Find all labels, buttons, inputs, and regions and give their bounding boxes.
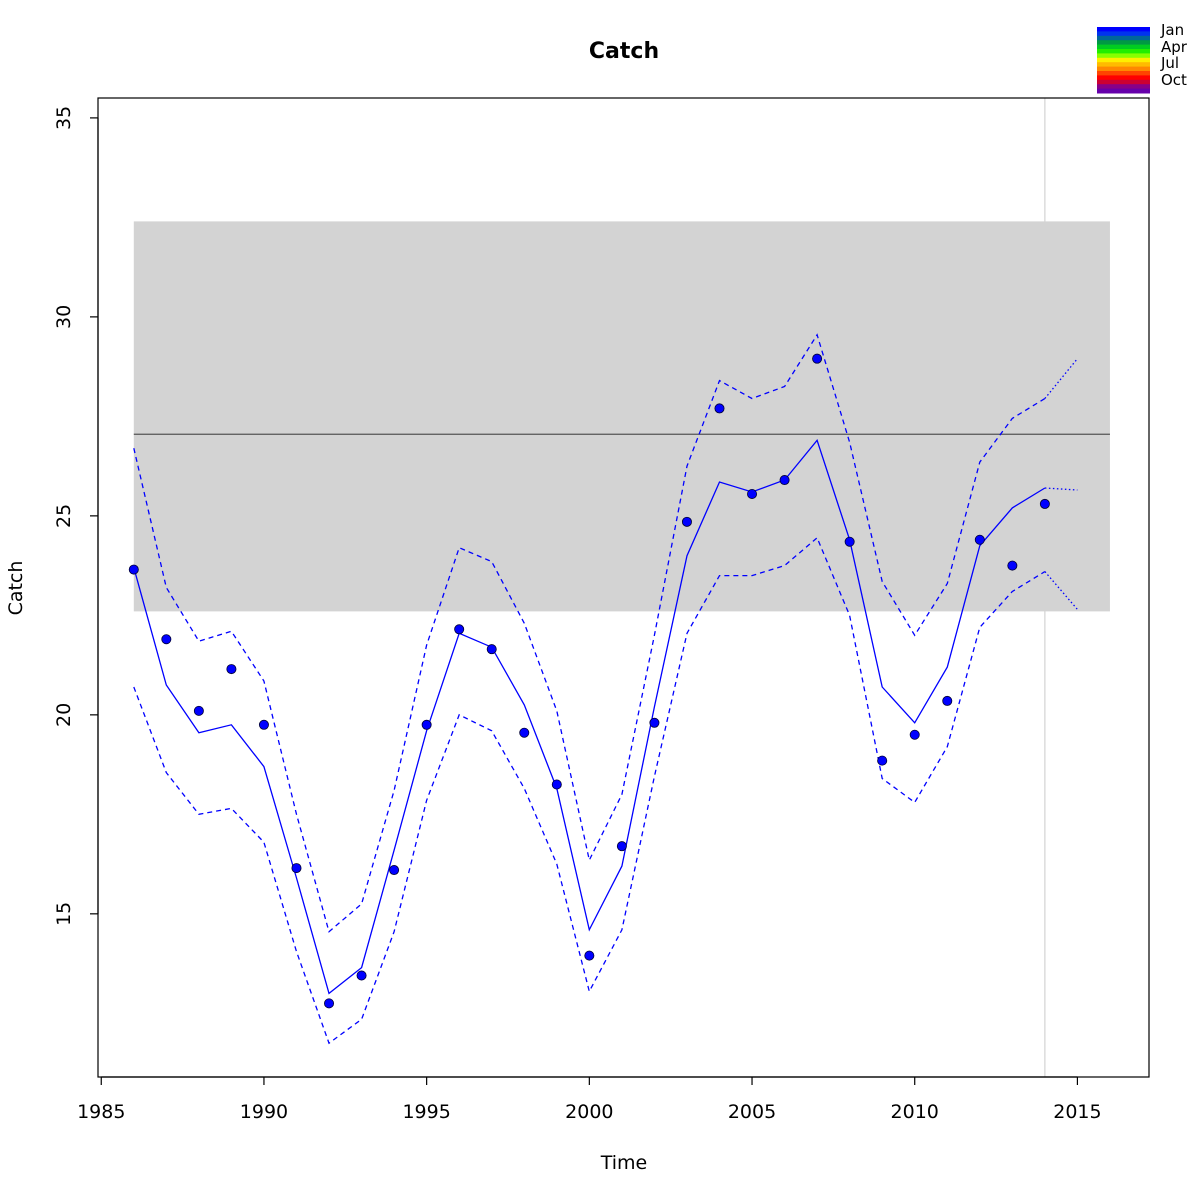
legend-color-band: [1097, 53, 1150, 59]
series-fitted: [133, 438, 1046, 995]
data-point: [356, 970, 367, 981]
data-point: [128, 564, 139, 575]
data-point: [519, 727, 530, 738]
data-point: [486, 644, 497, 655]
legend-color-band: [1097, 57, 1150, 63]
legend-color-band: [1097, 31, 1150, 37]
legend-color-band: [1097, 27, 1150, 32]
data-point: [551, 779, 562, 790]
x-tick-label: 2005: [728, 1101, 776, 1123]
data-point: [877, 755, 888, 766]
series-upper: [133, 333, 1046, 933]
legend-label: Jul: [1160, 54, 1179, 72]
data-point: [324, 998, 335, 1009]
legend-color-band: [1097, 35, 1150, 41]
legend-color-band: [1097, 79, 1150, 85]
legend-color-band: [1097, 84, 1150, 90]
x-tick-label: 2015: [1053, 1101, 1101, 1123]
series-forecast-lower: [1044, 571, 1078, 610]
data-point: [844, 536, 855, 547]
reference-band: [133, 221, 1110, 612]
y-axis-label: Catch: [5, 561, 27, 616]
data-point: [909, 729, 920, 740]
data-point: [1039, 498, 1050, 509]
legend-label: Jan: [1160, 21, 1184, 39]
data-point: [779, 475, 790, 486]
data-point: [714, 403, 725, 414]
axes: 1985 1990 1995 2000 2005 2010 2015 15 20 25 30 35: [53, 97, 1150, 1123]
series-lower: [133, 536, 1046, 1045]
legend-color-band: [1097, 62, 1150, 68]
data-point: [1007, 560, 1018, 571]
legend-color-band: [1097, 44, 1150, 50]
data-point: [649, 717, 660, 728]
chart-title: Catch: [589, 39, 659, 64]
x-tick-label: 1995: [402, 1101, 450, 1123]
y-tick-label: 35: [53, 106, 75, 130]
legend-color-band: [1097, 40, 1150, 46]
data-point: [291, 863, 302, 874]
legend-color-band: [1097, 88, 1150, 94]
legend-color-band: [1097, 66, 1150, 72]
data-point: [942, 695, 953, 706]
data-point: [616, 841, 627, 852]
series-forecast: [1044, 487, 1078, 491]
data-point: [454, 624, 465, 635]
data-point: [389, 865, 400, 876]
x-tick-label: 1990: [240, 1101, 288, 1123]
legend-label: Apr: [1161, 38, 1188, 56]
data-point: [193, 705, 204, 716]
y-tick-label: 20: [53, 703, 75, 727]
data-point: [258, 719, 269, 730]
data-point: [681, 516, 692, 527]
x-tick-label: 2000: [565, 1101, 613, 1123]
data-point: [812, 353, 823, 364]
legend-color-band: [1097, 49, 1150, 54]
data-point: [747, 488, 758, 499]
data-point: [974, 534, 985, 545]
y-tick-label: 15: [53, 902, 75, 926]
data-point: [421, 719, 432, 730]
data-point: [584, 950, 595, 961]
legend-color-band: [1097, 75, 1150, 81]
y-tick-label: 25: [53, 504, 75, 528]
x-axis-label: Time: [600, 1152, 648, 1174]
data-point: [226, 664, 237, 675]
x-tick-label: 2010: [891, 1101, 939, 1123]
legend-color-band: [1097, 71, 1150, 76]
series-forecast-upper: [1044, 358, 1078, 399]
y-tick-label: 30: [53, 305, 75, 329]
plot-area: [128, 98, 1110, 1077]
legend-label: Oct: [1161, 71, 1187, 89]
data-point: [161, 634, 172, 645]
x-tick-label: 1985: [77, 1101, 125, 1123]
